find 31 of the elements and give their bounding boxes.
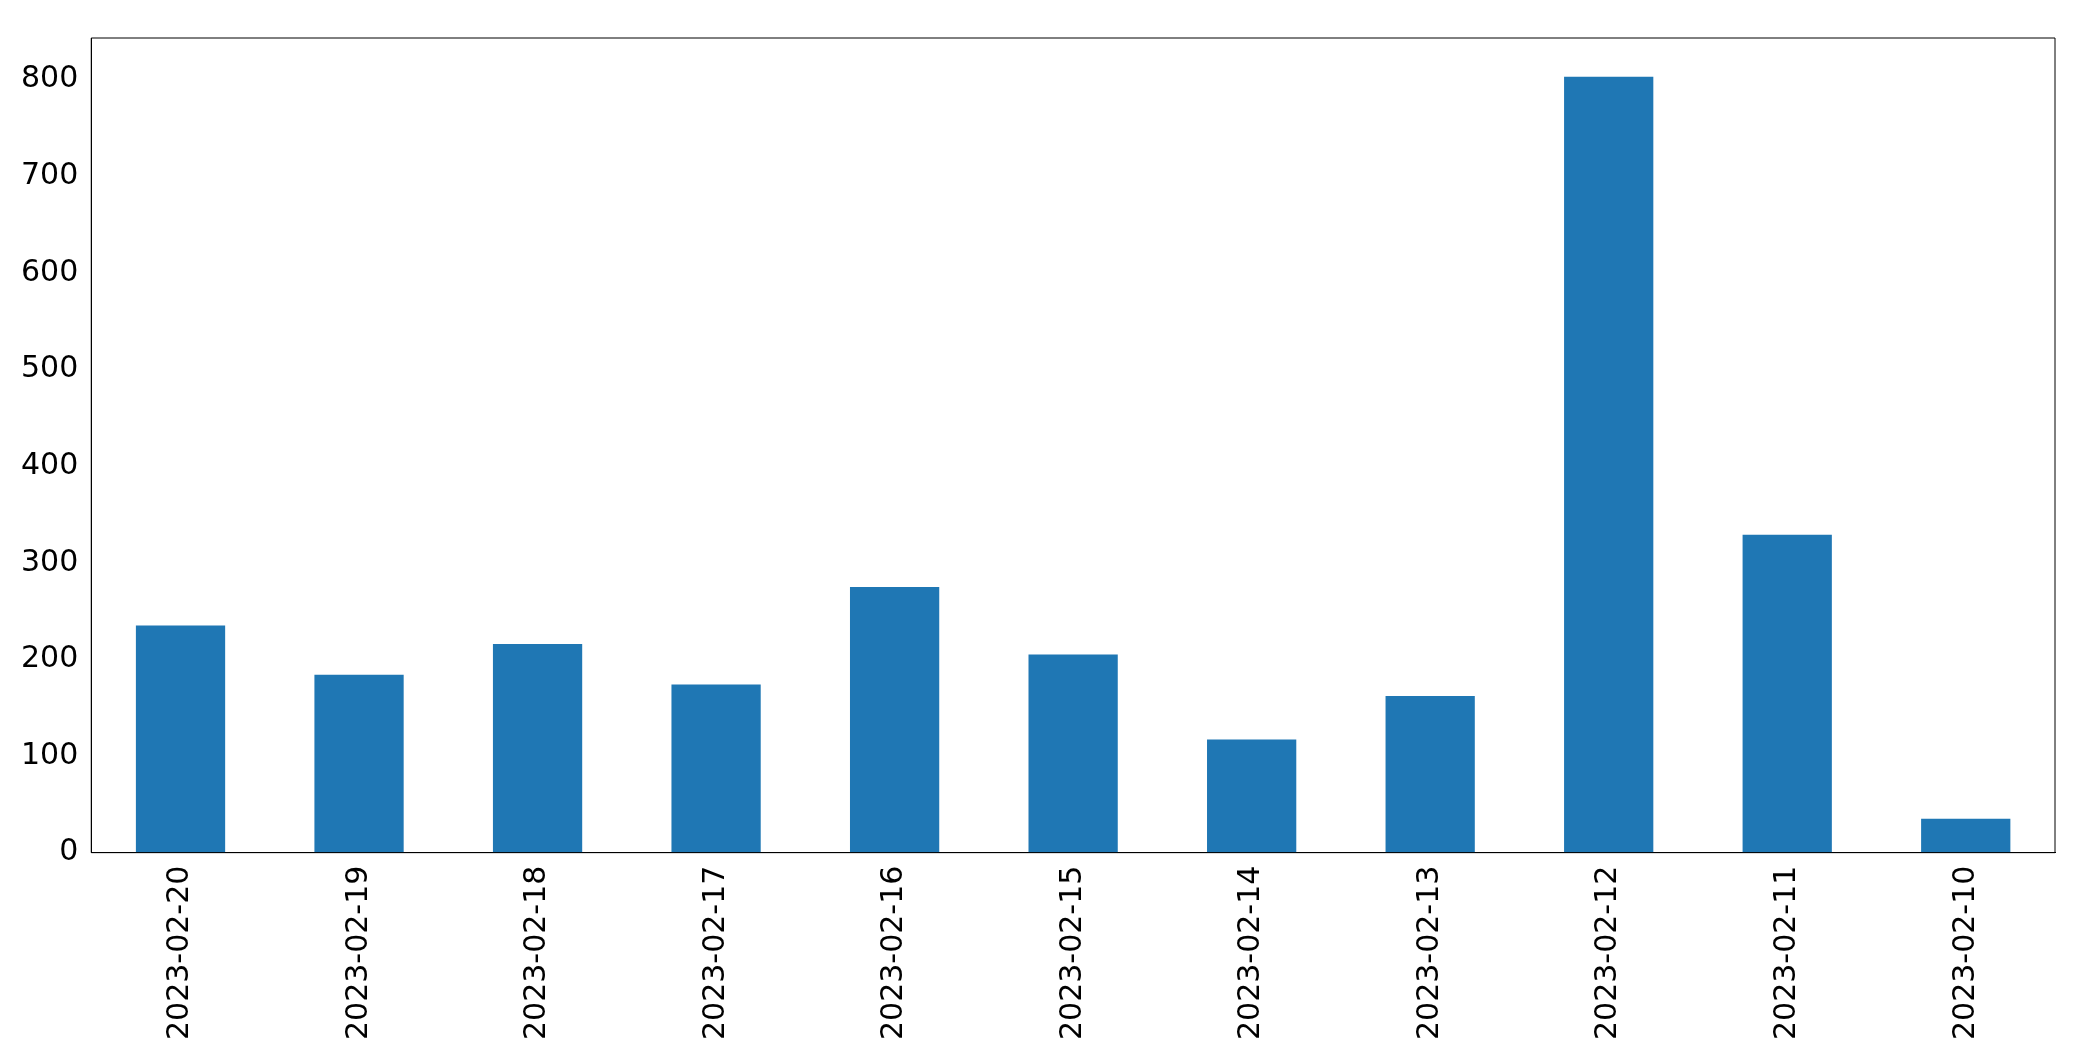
y-tick-label: 500 [21,349,79,385]
y-tick-label: 800 [21,59,79,95]
x-tick-label: 2023-02-15 [1052,865,1088,1041]
bar [1921,818,2011,853]
bar [671,684,761,853]
y-tick-label: 600 [21,252,79,288]
x-tick-label: 2023-02-13 [1409,865,1445,1041]
x-tick-label: 2023-02-12 [1588,865,1624,1041]
y-tick-label: 100 [21,735,79,771]
bar [1385,696,1475,853]
x-tick-label: 2023-02-17 [695,865,731,1041]
x-tick-label: 2023-02-18 [517,865,553,1041]
bar [135,625,226,853]
bar [1207,739,1297,853]
x-tick-label: 2023-02-11 [1767,865,1803,1041]
y-tick-label: 300 [21,542,79,578]
y-tick-label: 200 [21,639,79,675]
y-tick-label: 400 [21,445,79,481]
y-tick-label: 700 [21,155,79,191]
bar [1742,534,1832,853]
bar [1028,654,1118,853]
bar [849,586,940,853]
bar [492,643,583,853]
y-tick-label: 0 [59,832,79,868]
x-tick-label: 2023-02-20 [160,865,196,1041]
x-tick-label: 2023-02-19 [338,865,374,1041]
x-tick-label: 2023-02-14 [1231,865,1267,1041]
bar [1564,76,1654,853]
x-tick-label: 2023-02-16 [874,865,910,1041]
bar [314,674,404,853]
x-tick-label: 2023-02-10 [1945,865,1981,1041]
